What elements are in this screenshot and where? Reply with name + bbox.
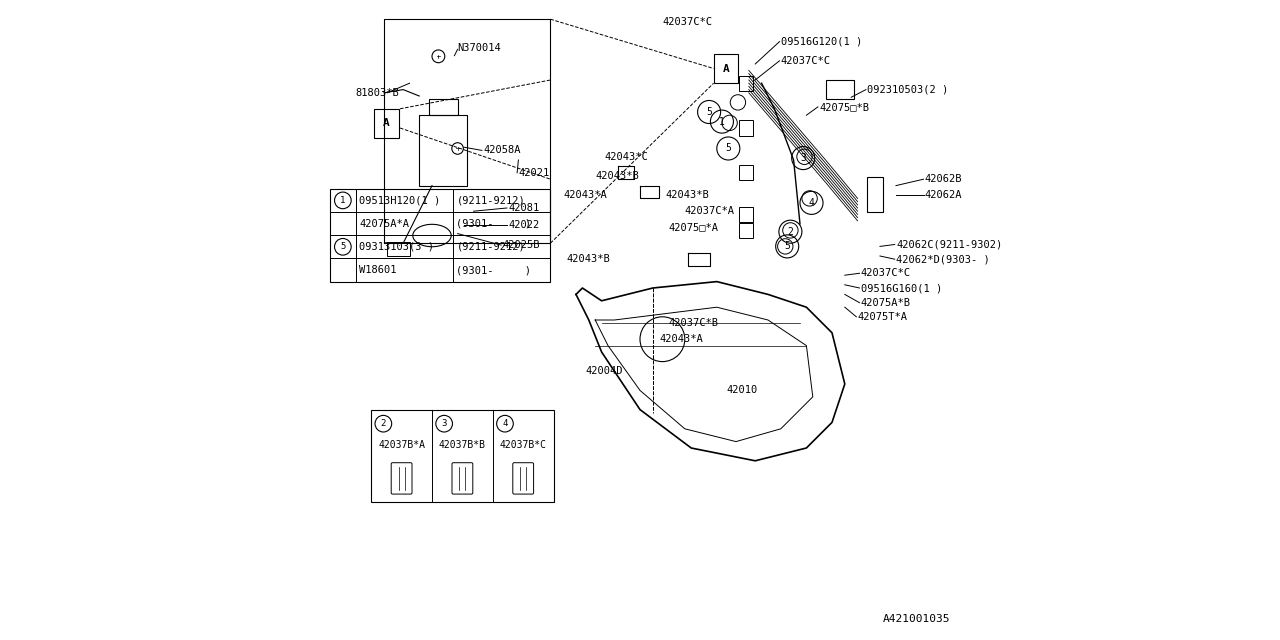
Text: 42037B*C: 42037B*C bbox=[499, 440, 547, 450]
Bar bbox=[429, 99, 458, 115]
Text: 09313103(3 ): 09313103(3 ) bbox=[360, 242, 434, 252]
Text: N370014: N370014 bbox=[458, 43, 502, 53]
Text: 42062C(9211-9302): 42062C(9211-9302) bbox=[896, 239, 1002, 250]
Text: 42043*B: 42043*B bbox=[566, 254, 611, 264]
Text: 42062B: 42062B bbox=[924, 174, 963, 184]
Bar bbox=[330, 189, 550, 282]
Bar bbox=[374, 109, 399, 138]
Text: 2: 2 bbox=[380, 419, 387, 428]
Text: 5: 5 bbox=[707, 107, 712, 117]
Text: (9211-9212): (9211-9212) bbox=[457, 195, 525, 205]
Text: 2: 2 bbox=[787, 227, 794, 237]
Bar bbox=[740, 120, 754, 136]
Bar bbox=[420, 115, 467, 186]
Text: A: A bbox=[383, 118, 390, 128]
Text: 42010: 42010 bbox=[727, 385, 758, 396]
Text: 1: 1 bbox=[719, 116, 724, 127]
Text: 42043*B: 42043*B bbox=[595, 171, 639, 181]
Text: (9301-     ): (9301- ) bbox=[457, 219, 531, 228]
Text: 42037C*C: 42037C*C bbox=[663, 17, 713, 28]
Text: 09516G120(1 ): 09516G120(1 ) bbox=[781, 36, 861, 47]
Text: 42025B: 42025B bbox=[502, 240, 540, 250]
Text: (9301-     ): (9301- ) bbox=[457, 265, 531, 275]
Text: 42037B*A: 42037B*A bbox=[378, 440, 425, 450]
Bar bbox=[740, 76, 754, 91]
Text: 42062A: 42062A bbox=[924, 190, 963, 200]
Text: 81803*B: 81803*B bbox=[356, 88, 399, 98]
Text: 42075T*A: 42075T*A bbox=[858, 312, 908, 322]
Text: 4: 4 bbox=[809, 198, 814, 208]
Bar bbox=[371, 410, 553, 502]
Text: A421001035: A421001035 bbox=[883, 614, 950, 624]
Text: 42037C*C: 42037C*C bbox=[781, 56, 831, 66]
Text: 3: 3 bbox=[442, 419, 447, 428]
Text: 42043*C: 42043*C bbox=[604, 152, 649, 162]
Text: 42021: 42021 bbox=[518, 168, 549, 178]
Bar bbox=[868, 177, 883, 212]
Bar bbox=[740, 207, 754, 222]
Text: 42075□*A: 42075□*A bbox=[668, 222, 719, 232]
Text: 42037C*C: 42037C*C bbox=[860, 268, 911, 278]
Text: 42037C*A: 42037C*A bbox=[685, 206, 735, 216]
Bar bbox=[714, 54, 739, 83]
Text: 3: 3 bbox=[800, 153, 806, 163]
Text: 42037C*B: 42037C*B bbox=[668, 318, 719, 328]
Text: 42075A*B: 42075A*B bbox=[860, 298, 911, 308]
Text: 42075□*B: 42075□*B bbox=[819, 102, 869, 112]
Text: 092310503(2 ): 092310503(2 ) bbox=[868, 84, 948, 95]
Text: 42043*A: 42043*A bbox=[563, 190, 607, 200]
Text: 5: 5 bbox=[785, 241, 790, 252]
Text: 42043*A: 42043*A bbox=[659, 334, 703, 344]
Bar bbox=[740, 223, 754, 238]
Text: 42062*D(9303- ): 42062*D(9303- ) bbox=[896, 254, 989, 264]
Text: 5: 5 bbox=[726, 143, 731, 154]
Text: 4: 4 bbox=[502, 419, 508, 428]
Bar bbox=[826, 80, 855, 99]
Text: A: A bbox=[722, 64, 730, 74]
Text: 42043*B: 42043*B bbox=[666, 190, 709, 200]
Text: (9211-9212): (9211-9212) bbox=[457, 242, 525, 252]
Text: 09516G160(1 ): 09516G160(1 ) bbox=[860, 283, 942, 293]
Text: 09513H120(1 ): 09513H120(1 ) bbox=[360, 195, 440, 205]
Text: W18601: W18601 bbox=[360, 265, 397, 275]
Text: 42081: 42081 bbox=[508, 203, 540, 213]
Bar bbox=[387, 242, 410, 256]
Text: 42022: 42022 bbox=[508, 220, 540, 230]
Text: 5: 5 bbox=[340, 243, 346, 252]
Text: 42058A: 42058A bbox=[484, 145, 521, 156]
Text: 42037B*B: 42037B*B bbox=[439, 440, 486, 450]
Text: 42004D: 42004D bbox=[585, 366, 623, 376]
Bar bbox=[740, 165, 754, 180]
Text: 1: 1 bbox=[340, 196, 346, 205]
Text: 42075A*A: 42075A*A bbox=[360, 219, 410, 228]
